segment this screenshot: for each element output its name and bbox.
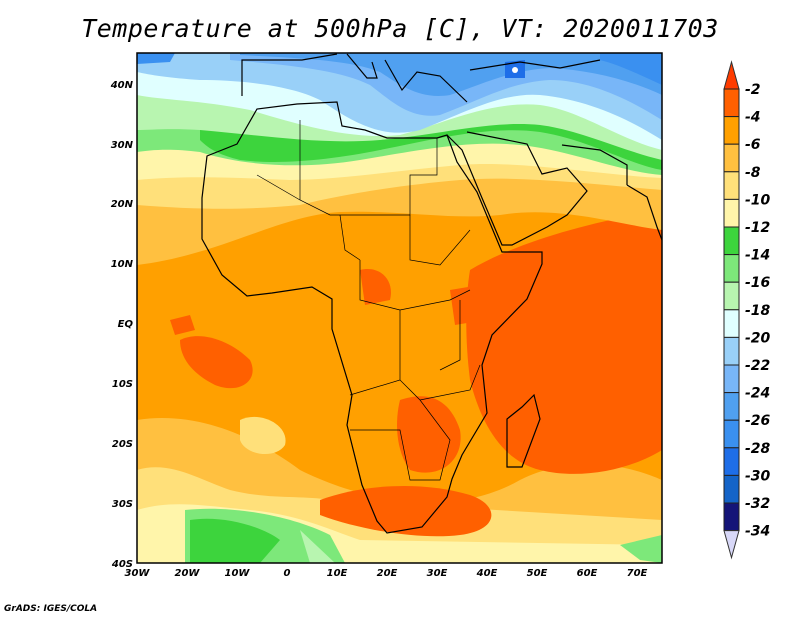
colorbar-label: -28 (745, 441, 771, 457)
colorbar-swatch (723, 226, 740, 256)
country-borders (256, 120, 481, 481)
y-axis: 40N 30N 20N 10N EQ 10S 20S 30S 40S (110, 80, 134, 570)
colorbar-swatch (723, 198, 740, 228)
y-tick-label: 30N (111, 140, 134, 151)
colorbar-label: -4 (745, 110, 761, 126)
x-tick-label: 30E (427, 568, 448, 579)
x-tick-label: 70E (627, 568, 648, 579)
x-axis: 30W 20W 10W 0 10E 20E 30E 40E 50E 60E 70… (125, 568, 648, 579)
colorbar-label: -20 (745, 330, 771, 346)
colorbar-over-arrow (723, 60, 740, 90)
map-title: Temperature at 500hPa [C], VT: 202001170… (81, 14, 719, 43)
colorbar-under-arrow (723, 530, 740, 560)
y-tick-label: EQ (118, 319, 134, 330)
colorbar-swatch (723, 116, 740, 145)
y-tick-label: 20S (112, 439, 133, 450)
footer-credit: GrADS: IGES/COLA (4, 604, 98, 614)
y-tick-label: 20N (111, 199, 134, 210)
x-tick-label: 50E (527, 568, 548, 579)
colorbar-swatch (723, 447, 740, 476)
colorbar-swatch (723, 502, 740, 532)
coastlines (201, 53, 662, 534)
colorbar-swatch (723, 336, 740, 366)
x-tick-label: 10W (225, 568, 251, 579)
x-tick-label: 10E (327, 568, 348, 579)
colorbar-label: -22 (745, 358, 770, 374)
y-tick-label: 30S (112, 499, 133, 510)
x-tick-label: 30W (125, 568, 151, 579)
y-tick-label: 10N (111, 259, 134, 270)
temperature-field (137, 53, 662, 563)
y-tick-label: 40S (111, 559, 133, 570)
colorbar-swatch (723, 281, 740, 311)
colorbar: -2 -4 -6 -8 -10 -12 -14 -16 -18 -20 -22 -24 -26 -28 -3… (723, 60, 771, 560)
colorbar-swatch (723, 419, 740, 449)
colorbar-label: -6 (745, 137, 761, 153)
x-tick-label: 20E (377, 568, 398, 579)
colorbar-swatch (723, 254, 740, 283)
colorbar-swatch (723, 364, 740, 394)
colorbar-swatch (723, 474, 740, 504)
x-tick-label: 0 (284, 568, 291, 579)
y-tick-label: 10S (112, 379, 133, 390)
colorbar-label: -34 (745, 524, 770, 540)
colorbar-label: -10 (745, 192, 771, 208)
colorbar-swatch (723, 171, 740, 200)
y-tick-label: 40N (110, 80, 134, 91)
x-tick-label: 60E (577, 568, 598, 579)
colorbar-swatch (723, 88, 740, 118)
colorbar-label: -32 (745, 496, 770, 512)
map-frame (136, 52, 663, 564)
colorbar-label: -30 (745, 468, 771, 484)
colorbar-swatch (723, 309, 740, 338)
colorbar-label: -26 (745, 413, 771, 429)
colorbar-label: -24 (745, 386, 770, 402)
colorbar-label: -2 (745, 82, 761, 98)
colorbar-label: -12 (745, 220, 770, 236)
colorbar-label: -14 (745, 248, 770, 264)
colorbar-swatch (723, 143, 740, 173)
colorbar-label: -8 (745, 165, 761, 181)
colorbar-swatch (723, 392, 740, 421)
colorbar-label: -18 (745, 303, 771, 319)
colorbar-label: -16 (745, 275, 771, 291)
x-tick-label: 40E (476, 568, 498, 579)
x-tick-label: 20W (175, 568, 201, 579)
